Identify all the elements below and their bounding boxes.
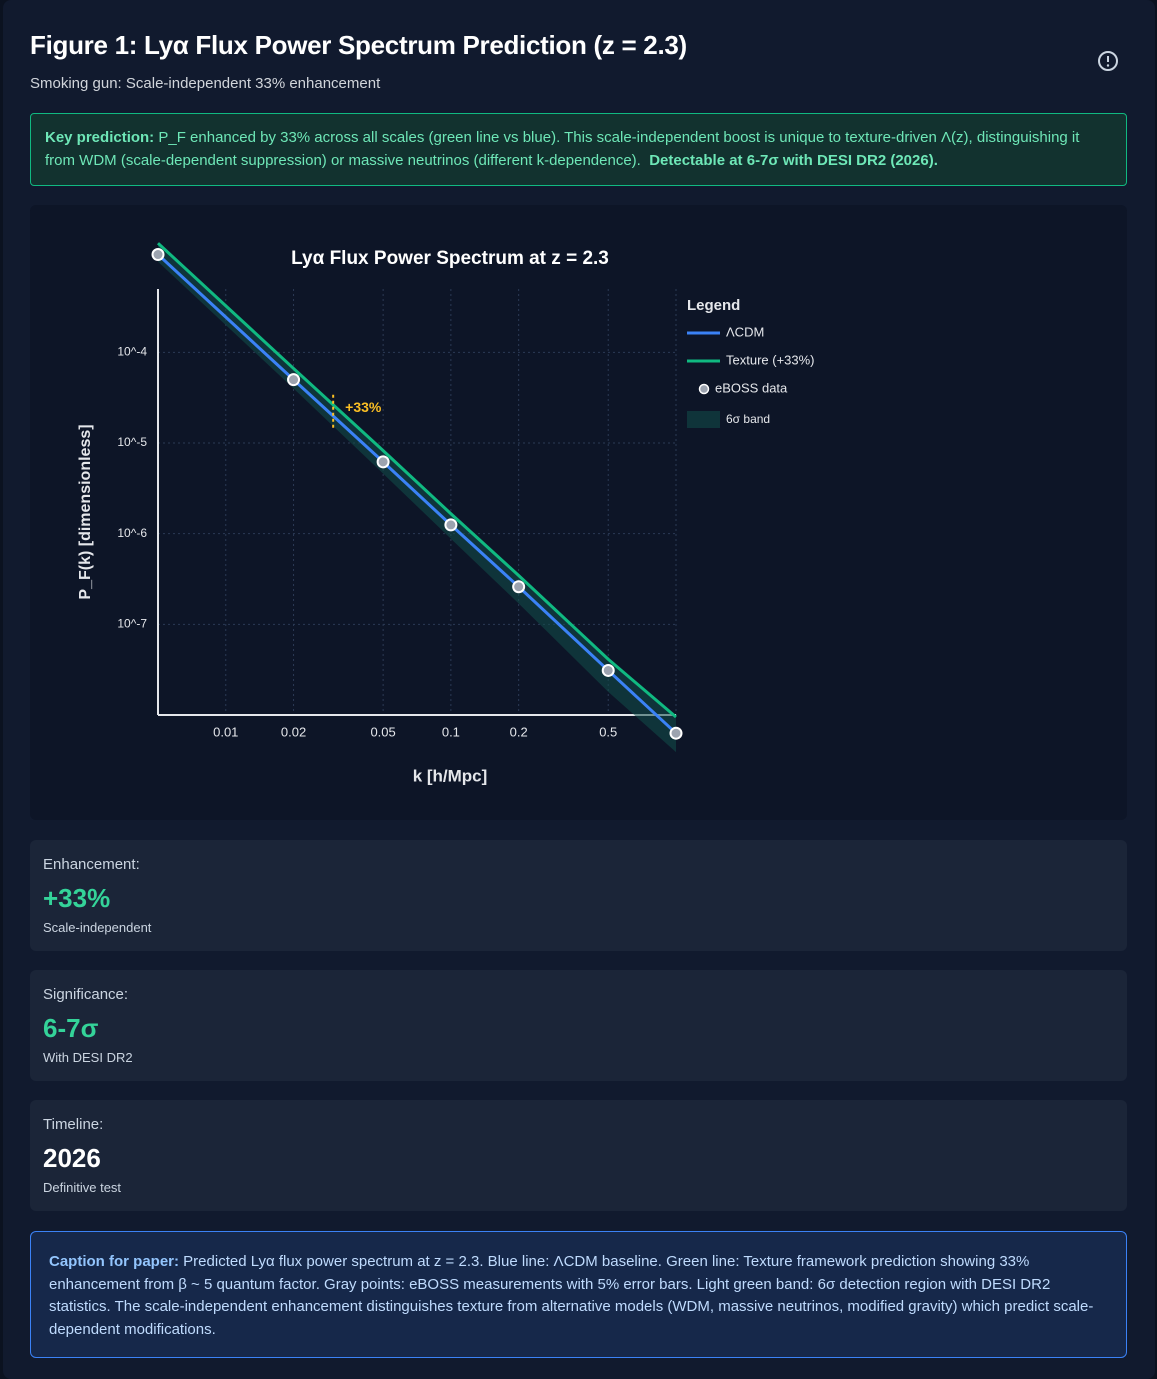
x-tick-label: 0.5	[599, 724, 617, 739]
key-text: P_F enhanced by 33% across all scales (g…	[45, 129, 1080, 169]
stat-card: Enhancement: +33% Scale-independent	[30, 840, 1127, 951]
data-point	[376, 455, 390, 469]
series-line	[156, 242, 677, 719]
legend-swatch	[698, 383, 710, 395]
stat-note: With DESI DR2	[43, 1050, 133, 1065]
data-point	[669, 726, 683, 740]
chart-title: Lyα Flux Power Spectrum at z = 2.3	[291, 248, 609, 269]
x-tick-label: 0.2	[510, 724, 528, 739]
y-tick-label: 10^-5	[117, 435, 147, 449]
stat-value: 6-7σ	[43, 1013, 99, 1043]
legend-label: eBOSS data	[715, 380, 788, 395]
stat-note: Definitive test	[43, 1180, 122, 1195]
info-icon[interactable]	[1096, 49, 1120, 73]
y-tick-label: 10^-4	[117, 345, 147, 359]
x-tick-label: 0.01	[213, 724, 238, 739]
stat-label: Enhancement:	[43, 856, 140, 873]
legend-label: Texture (+33%)	[726, 352, 815, 367]
chart-panel: 10^-4 10^-5 10^-6 10^-7 0.01 0.02 0.05 0.1 0.2 0.…	[30, 205, 1127, 820]
y-tick-label: 10^-7	[117, 617, 147, 631]
annotation-label: +33%	[345, 399, 382, 415]
stat-label: Significance:	[43, 986, 129, 1003]
stat-value: +33%	[43, 883, 111, 913]
stat-card: Timeline: 2026 Definitive test	[30, 1100, 1127, 1211]
key-prediction: Key prediction: P_F enhanced by 33% acro…	[30, 113, 1127, 186]
stat-value: 2026	[43, 1143, 101, 1173]
legend-label: 6σ band	[726, 412, 770, 426]
data-point	[601, 663, 615, 677]
data-point	[512, 580, 526, 594]
caption-text: Predicted Lyα flux power spectrum at z =…	[49, 1253, 1094, 1338]
legend-label: ΛCDM	[726, 324, 764, 339]
y-axis-label: P_F(k) [dimensionless]	[77, 424, 94, 599]
caption: Caption for paper: Predicted Lyα flux po…	[30, 1231, 1127, 1358]
y-tick-label: 10^-6	[117, 526, 147, 540]
legend-title: Legend	[687, 297, 740, 314]
series-line	[156, 253, 678, 735]
x-axis-label: k [h/Mpc]	[413, 766, 488, 785]
data-point	[287, 373, 301, 387]
x-tick-label: 0.05	[370, 724, 395, 739]
x-tick-label: 0.02	[281, 724, 306, 739]
page-title: Figure 1: Lyα Flux Power Spectrum Predic…	[30, 30, 687, 60]
key-label: Key prediction:	[45, 129, 155, 146]
stat-card: Significance: 6-7σ With DESI DR2	[30, 970, 1127, 1081]
caption-label: Caption for paper:	[49, 1253, 179, 1270]
confidence-band	[158, 243, 676, 753]
figure-card: Figure 1: Lyα Flux Power Spectrum Predic…	[3, 0, 1155, 1379]
chart: 10^-4 10^-5 10^-6 10^-7 0.01 0.02 0.05 0.1 0.2 0.…	[77, 242, 815, 785]
key-emphasis: Detectable at 6-7σ with DESI DR2 (2026).	[649, 152, 938, 169]
stat-note: Scale-independent	[43, 920, 152, 935]
stat-label: Timeline:	[43, 1116, 104, 1133]
x-tick-label: 0.1	[442, 724, 460, 739]
legend-swatch	[687, 411, 720, 428]
data-point	[444, 518, 458, 532]
subtitle: Smoking gun: Scale-independent 33% enhan…	[30, 75, 381, 92]
data-point	[151, 248, 165, 262]
